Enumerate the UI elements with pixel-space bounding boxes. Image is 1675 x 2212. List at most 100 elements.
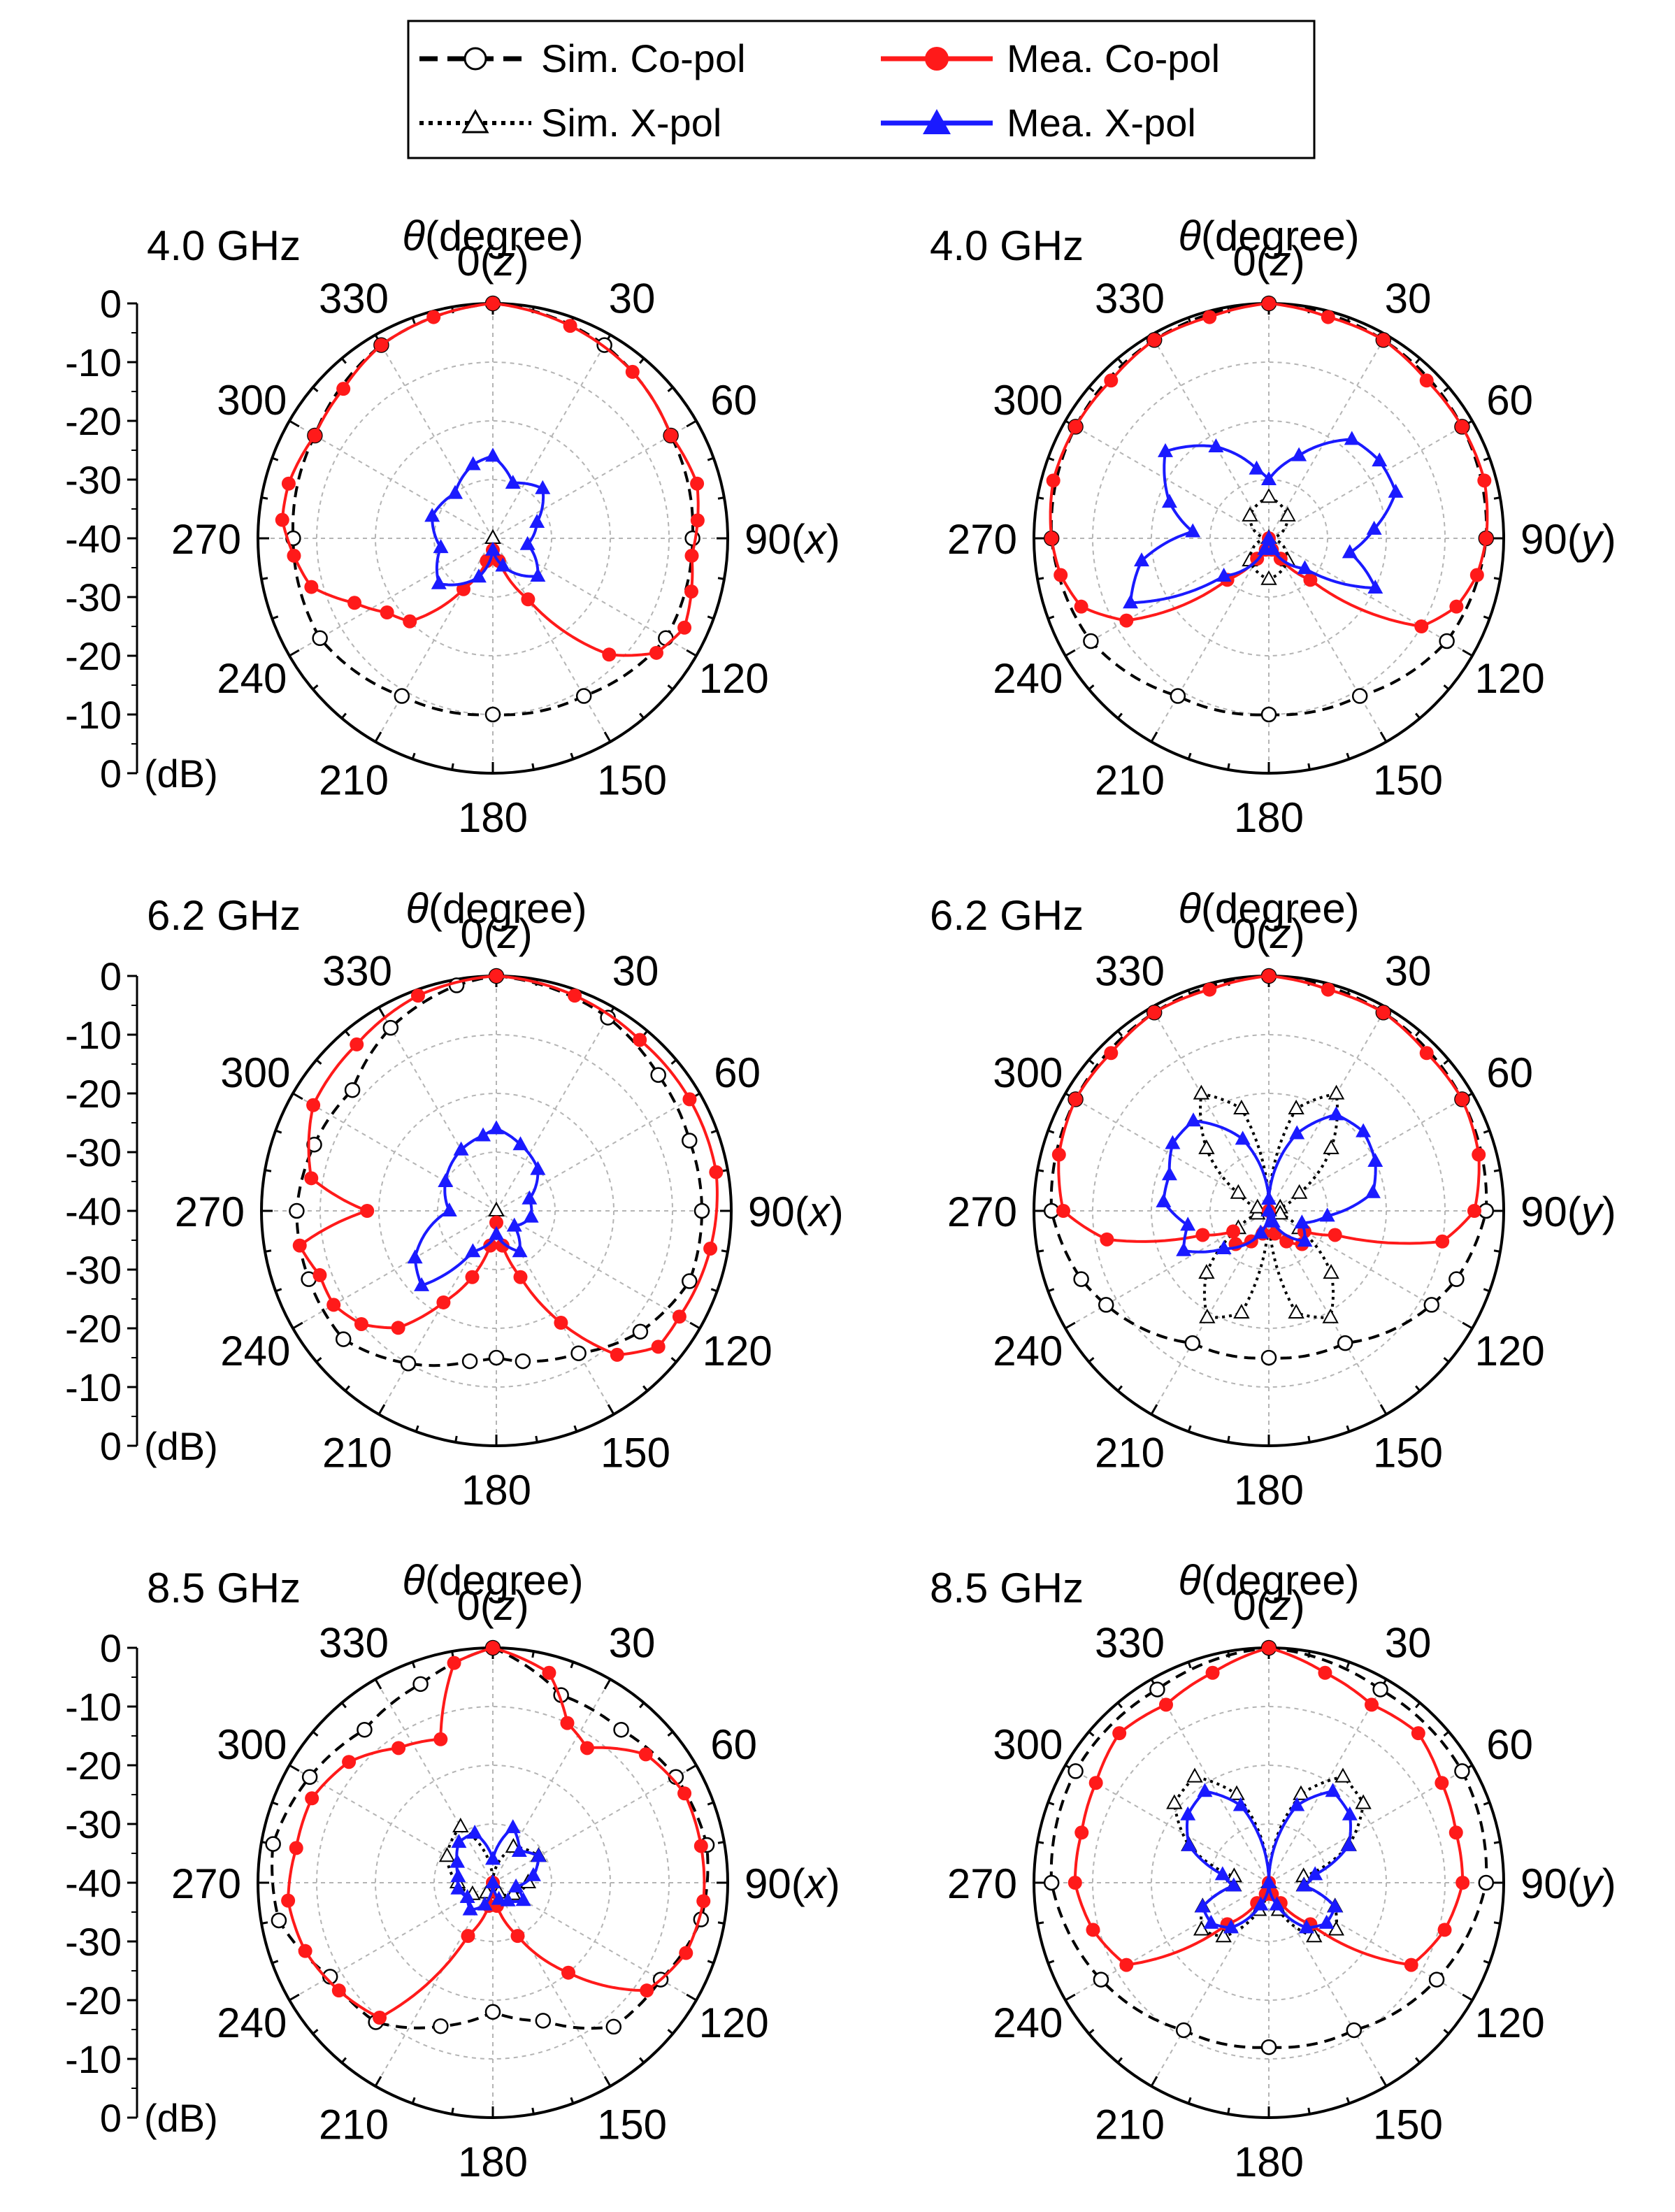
mea-co-marker xyxy=(1074,1825,1089,1840)
angle-tick xyxy=(670,1357,677,1363)
angle-tick xyxy=(1483,1288,1490,1293)
angle-tick xyxy=(411,317,416,324)
grid-spoke xyxy=(1151,1007,1270,1212)
panel-frequency-title: 6.2 GHz xyxy=(147,892,301,939)
mea-co-marker xyxy=(1479,531,1493,545)
mea-x-marker xyxy=(1197,1783,1213,1797)
angle-tick xyxy=(315,1058,322,1065)
sim-x-marker xyxy=(1260,570,1277,585)
mea-co-marker xyxy=(1262,1641,1276,1655)
grid-spoke xyxy=(496,1093,700,1212)
angle-tick xyxy=(261,577,268,580)
mea-x-marker xyxy=(1253,1224,1269,1239)
sim-co-marker xyxy=(632,1323,649,1340)
angle-label: 60 xyxy=(1486,1049,1533,1096)
angle-tick xyxy=(289,1764,300,1772)
mea-co-marker xyxy=(563,319,577,333)
sim-co-marker xyxy=(357,1721,373,1738)
sim-x-marker xyxy=(1335,1767,1351,1783)
angle-tick xyxy=(271,1960,279,1965)
angle-tick xyxy=(639,357,645,364)
mea-x-marker xyxy=(1261,1191,1277,1205)
angle-tick xyxy=(1379,1404,1388,1415)
angle-label: 90(y) xyxy=(1521,1188,1616,1235)
mea-co-marker xyxy=(304,580,319,594)
db-scale-label: -30 xyxy=(65,1248,122,1292)
angle-tick xyxy=(1483,1960,1490,1965)
angle-label: 60 xyxy=(1486,1721,1533,1768)
mea-x-marker xyxy=(450,1853,466,1868)
angle-label: 300 xyxy=(217,377,287,424)
angle-label: 120 xyxy=(1475,655,1545,702)
angle-tick xyxy=(340,357,347,364)
sim-co-marker xyxy=(1439,633,1455,649)
angle-label: 180 xyxy=(1234,1467,1304,1514)
mea-co-marker xyxy=(693,1839,708,1853)
legend-frame xyxy=(407,20,1316,159)
polar-panel-6-2ghz-y: 6.2 GHz θ(degree)0(z) 30 60 90(y) 120 150 180 2… xyxy=(930,885,1616,1514)
angle-label: 150 xyxy=(597,757,667,804)
mea-co-marker xyxy=(1119,1958,1134,1972)
sim-co-marker xyxy=(1478,1874,1495,1891)
mea-co-marker xyxy=(331,1983,346,1998)
sim-x-marker xyxy=(1323,1139,1339,1154)
mea-x-marker xyxy=(489,1226,504,1240)
theta-axis-title: θ(degree) xyxy=(1178,213,1359,259)
angle-tick xyxy=(1493,1921,1501,1925)
sim-co-marker xyxy=(400,1355,417,1372)
grid-spoke xyxy=(1151,334,1270,539)
sim-co-marker xyxy=(1073,1271,1089,1287)
angle-tick xyxy=(1346,1661,1351,1669)
grid-spoke xyxy=(1151,1210,1270,1415)
angle-tick xyxy=(639,1702,645,1709)
angle-label: 30 xyxy=(609,275,656,322)
mea-co-marker xyxy=(1435,1776,1449,1790)
mea-x-marker xyxy=(1265,1213,1281,1228)
sim-co-marker xyxy=(1043,1874,1060,1891)
mea-co-marker xyxy=(281,1893,296,1908)
mea-x-marker xyxy=(491,1890,507,1905)
grid-spoke xyxy=(292,1210,497,1329)
mea-x-marker xyxy=(1344,431,1360,445)
sim-co-marker xyxy=(613,1721,629,1738)
mea-x-marker xyxy=(519,536,535,550)
angle-tick xyxy=(1493,1169,1501,1172)
sim-co-marker xyxy=(1170,688,1186,704)
angle-tick xyxy=(411,752,416,760)
angle-tick xyxy=(686,1764,697,1772)
sim-co-marker xyxy=(1351,688,1368,704)
sim-x-marker xyxy=(1323,1264,1339,1279)
sim-co-marker xyxy=(382,1019,399,1036)
angle-label: 120 xyxy=(699,655,769,702)
mea-x-marker xyxy=(1235,1130,1251,1145)
mea-x-marker xyxy=(506,1217,522,1232)
angle-tick xyxy=(1088,1357,1095,1363)
panel-frequency-title: 4.0 GHz xyxy=(930,222,1084,269)
mea-x-marker xyxy=(433,539,449,554)
sim-co-marker xyxy=(484,2004,501,2020)
angle-tick xyxy=(717,496,725,500)
mea-co-marker xyxy=(1205,1665,1220,1680)
mea-x-marker xyxy=(1214,1866,1230,1881)
angle-label: 150 xyxy=(1373,757,1443,804)
angle-label: 210 xyxy=(1095,757,1165,804)
sim-co-marker xyxy=(650,1067,666,1083)
angle-label: 180 xyxy=(458,794,528,841)
sim-x-marker xyxy=(1288,1099,1304,1114)
grid-spoke xyxy=(292,1093,497,1212)
mea-x-marker xyxy=(1291,447,1307,461)
angle-label: 120 xyxy=(1475,1999,1545,2046)
mea-co-marker xyxy=(298,1944,312,1958)
angle-tick xyxy=(1346,1425,1351,1432)
mea-x-marker xyxy=(450,1880,466,1895)
grid-spoke xyxy=(1065,420,1270,539)
mea-co-marker xyxy=(1068,1092,1083,1107)
mea-x-marker xyxy=(1372,452,1388,467)
mea-x-marker xyxy=(450,1868,466,1883)
mea-x-marker xyxy=(1180,1216,1196,1231)
angle-tick xyxy=(721,1249,728,1253)
sim-co-marker xyxy=(575,688,592,704)
angle-tick xyxy=(340,1702,347,1709)
sim-co-marker xyxy=(1093,1972,1109,1988)
angle-tick xyxy=(1379,2076,1388,2087)
